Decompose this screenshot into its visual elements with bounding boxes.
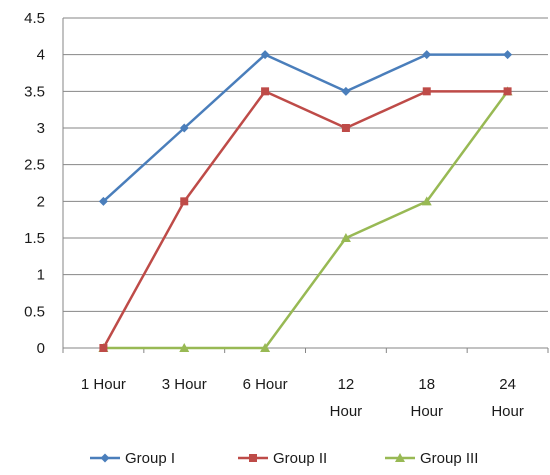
y-tick-label: 2 [37,193,45,210]
y-tick-label: 4.5 [24,10,45,27]
legend-marker-icon [395,453,405,462]
data-point [341,124,350,132]
legend-label: Group I [125,450,175,467]
y-tick-label: 0 [37,340,45,357]
data-point [260,343,271,352]
data-point [421,196,432,206]
data-point [503,87,512,96]
data-point [260,50,270,60]
data-point [180,197,189,206]
legend-marker-icon [100,453,110,463]
x-tick-label: 12 Hour [330,376,363,420]
data-point [503,50,513,60]
y-tick-label: 3.5 [24,83,45,100]
y-tick-label: 4 [37,47,45,64]
y-tick-label: 1.5 [24,230,45,247]
data-point [341,86,351,96]
data-point [422,87,431,96]
data-point [99,344,108,352]
data-point [422,50,432,60]
data-point [261,87,270,96]
series-line-1 [102,53,508,203]
y-tick-label: 2.5 [24,157,45,174]
legend-label: Group II [273,450,327,467]
data-point [179,343,190,352]
y-tick-label: 1 [37,267,45,284]
x-tick-label: 6 Hour [243,376,288,393]
data-point [179,123,189,133]
legend-marker-icon [249,454,257,462]
legend-label: Group III [420,450,478,467]
series-line-3 [103,90,509,350]
data-point [340,233,351,242]
x-tick-label: 18 Hour [410,376,443,420]
x-tick-label: 3 Hour [162,376,207,393]
x-tick-label: 1 Hour [81,376,126,393]
y-tick-label: 3 [37,120,45,137]
data-point [98,196,108,206]
series-line-2 [102,90,508,349]
y-tick-label: 0.5 [24,303,45,320]
x-tick-label: 24 Hour [491,376,524,420]
